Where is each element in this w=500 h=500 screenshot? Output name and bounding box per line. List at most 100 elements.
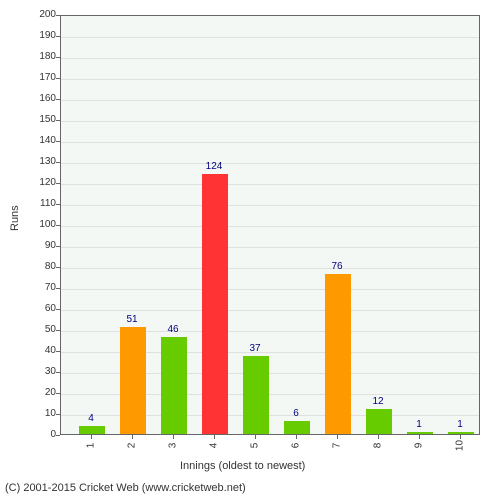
grid-line <box>61 79 479 80</box>
bar <box>407 432 433 434</box>
y-tick-label: 180 <box>26 51 56 62</box>
y-tick-mark <box>56 267 60 268</box>
bar <box>366 409 392 434</box>
y-tick-label: 90 <box>26 240 56 251</box>
x-tick-mark <box>296 435 297 439</box>
y-tick-mark <box>56 372 60 373</box>
grid-line <box>61 37 479 38</box>
y-tick-label: 70 <box>26 282 56 293</box>
y-tick-label: 200 <box>26 9 56 20</box>
y-tick-label: 150 <box>26 114 56 125</box>
x-tick-mark <box>91 435 92 439</box>
bar <box>448 432 474 434</box>
y-tick-mark <box>56 15 60 16</box>
grid-line <box>61 247 479 248</box>
y-tick-mark <box>56 162 60 163</box>
bar <box>202 174 228 434</box>
copyright-text: (C) 2001-2015 Cricket Web (www.cricketwe… <box>5 482 246 494</box>
bar-value-label: 1 <box>399 419 439 430</box>
x-tick-label: 6 <box>291 440 302 452</box>
y-tick-mark <box>56 36 60 37</box>
y-tick-label: 130 <box>26 156 56 167</box>
y-tick-mark <box>56 78 60 79</box>
bar-value-label: 12 <box>358 396 398 407</box>
chart-container: Runs Innings (oldest to newest) (C) 2001… <box>0 0 500 500</box>
grid-line <box>61 142 479 143</box>
bar-value-label: 37 <box>235 343 275 354</box>
x-tick-label: 5 <box>250 440 261 452</box>
y-tick-mark <box>56 57 60 58</box>
grid-line <box>61 100 479 101</box>
y-axis-title: Runs <box>9 205 21 231</box>
grid-line <box>61 226 479 227</box>
y-tick-label: 160 <box>26 93 56 104</box>
y-tick-mark <box>56 435 60 436</box>
bar-value-label: 46 <box>153 324 193 335</box>
x-axis-title: Innings (oldest to newest) <box>180 460 305 472</box>
bar-value-label: 124 <box>194 161 234 172</box>
y-tick-label: 120 <box>26 177 56 188</box>
x-tick-label: 9 <box>414 440 425 452</box>
y-tick-label: 190 <box>26 30 56 41</box>
x-tick-label: 1 <box>86 440 97 452</box>
y-tick-label: 0 <box>26 429 56 440</box>
y-tick-mark <box>56 330 60 331</box>
grid-line <box>61 205 479 206</box>
bar <box>161 337 187 434</box>
x-tick-mark <box>378 435 379 439</box>
x-tick-mark <box>460 435 461 439</box>
x-tick-label: 2 <box>127 440 138 452</box>
y-tick-label: 140 <box>26 135 56 146</box>
y-tick-label: 10 <box>26 408 56 419</box>
bar-value-label: 1 <box>440 419 480 430</box>
bar <box>120 327 146 434</box>
x-tick-mark <box>132 435 133 439</box>
y-tick-mark <box>56 393 60 394</box>
bar-value-label: 76 <box>317 261 357 272</box>
bar <box>79 426 105 434</box>
y-tick-mark <box>56 414 60 415</box>
grid-line <box>61 58 479 59</box>
y-tick-label: 100 <box>26 219 56 230</box>
grid-line <box>61 268 479 269</box>
y-tick-mark <box>56 351 60 352</box>
y-tick-mark <box>56 141 60 142</box>
grid-line <box>61 121 479 122</box>
y-tick-label: 60 <box>26 303 56 314</box>
x-tick-mark <box>255 435 256 439</box>
y-tick-label: 80 <box>26 261 56 272</box>
bar <box>325 274 351 434</box>
y-tick-mark <box>56 246 60 247</box>
y-tick-label: 20 <box>26 387 56 398</box>
y-tick-mark <box>56 309 60 310</box>
y-tick-mark <box>56 288 60 289</box>
bar <box>243 356 269 434</box>
y-tick-mark <box>56 183 60 184</box>
y-tick-label: 40 <box>26 345 56 356</box>
x-tick-label: 3 <box>168 440 179 452</box>
y-tick-mark <box>56 120 60 121</box>
x-tick-mark <box>419 435 420 439</box>
plot-area <box>60 15 480 435</box>
x-tick-label: 7 <box>332 440 343 452</box>
x-tick-label: 8 <box>373 440 384 452</box>
y-tick-mark <box>56 204 60 205</box>
bar <box>284 421 310 434</box>
bar-value-label: 6 <box>276 408 316 419</box>
grid-line <box>61 289 479 290</box>
x-tick-label: 4 <box>209 440 220 452</box>
grid-line <box>61 163 479 164</box>
y-tick-mark <box>56 225 60 226</box>
x-tick-mark <box>214 435 215 439</box>
y-tick-label: 50 <box>26 324 56 335</box>
grid-line <box>61 184 479 185</box>
grid-line <box>61 310 479 311</box>
bar-value-label: 4 <box>71 413 111 424</box>
x-tick-label: 10 <box>455 440 466 452</box>
y-tick-label: 170 <box>26 72 56 83</box>
y-tick-label: 30 <box>26 366 56 377</box>
y-tick-label: 110 <box>26 198 56 209</box>
x-tick-mark <box>173 435 174 439</box>
bar-value-label: 51 <box>112 314 152 325</box>
y-tick-mark <box>56 99 60 100</box>
